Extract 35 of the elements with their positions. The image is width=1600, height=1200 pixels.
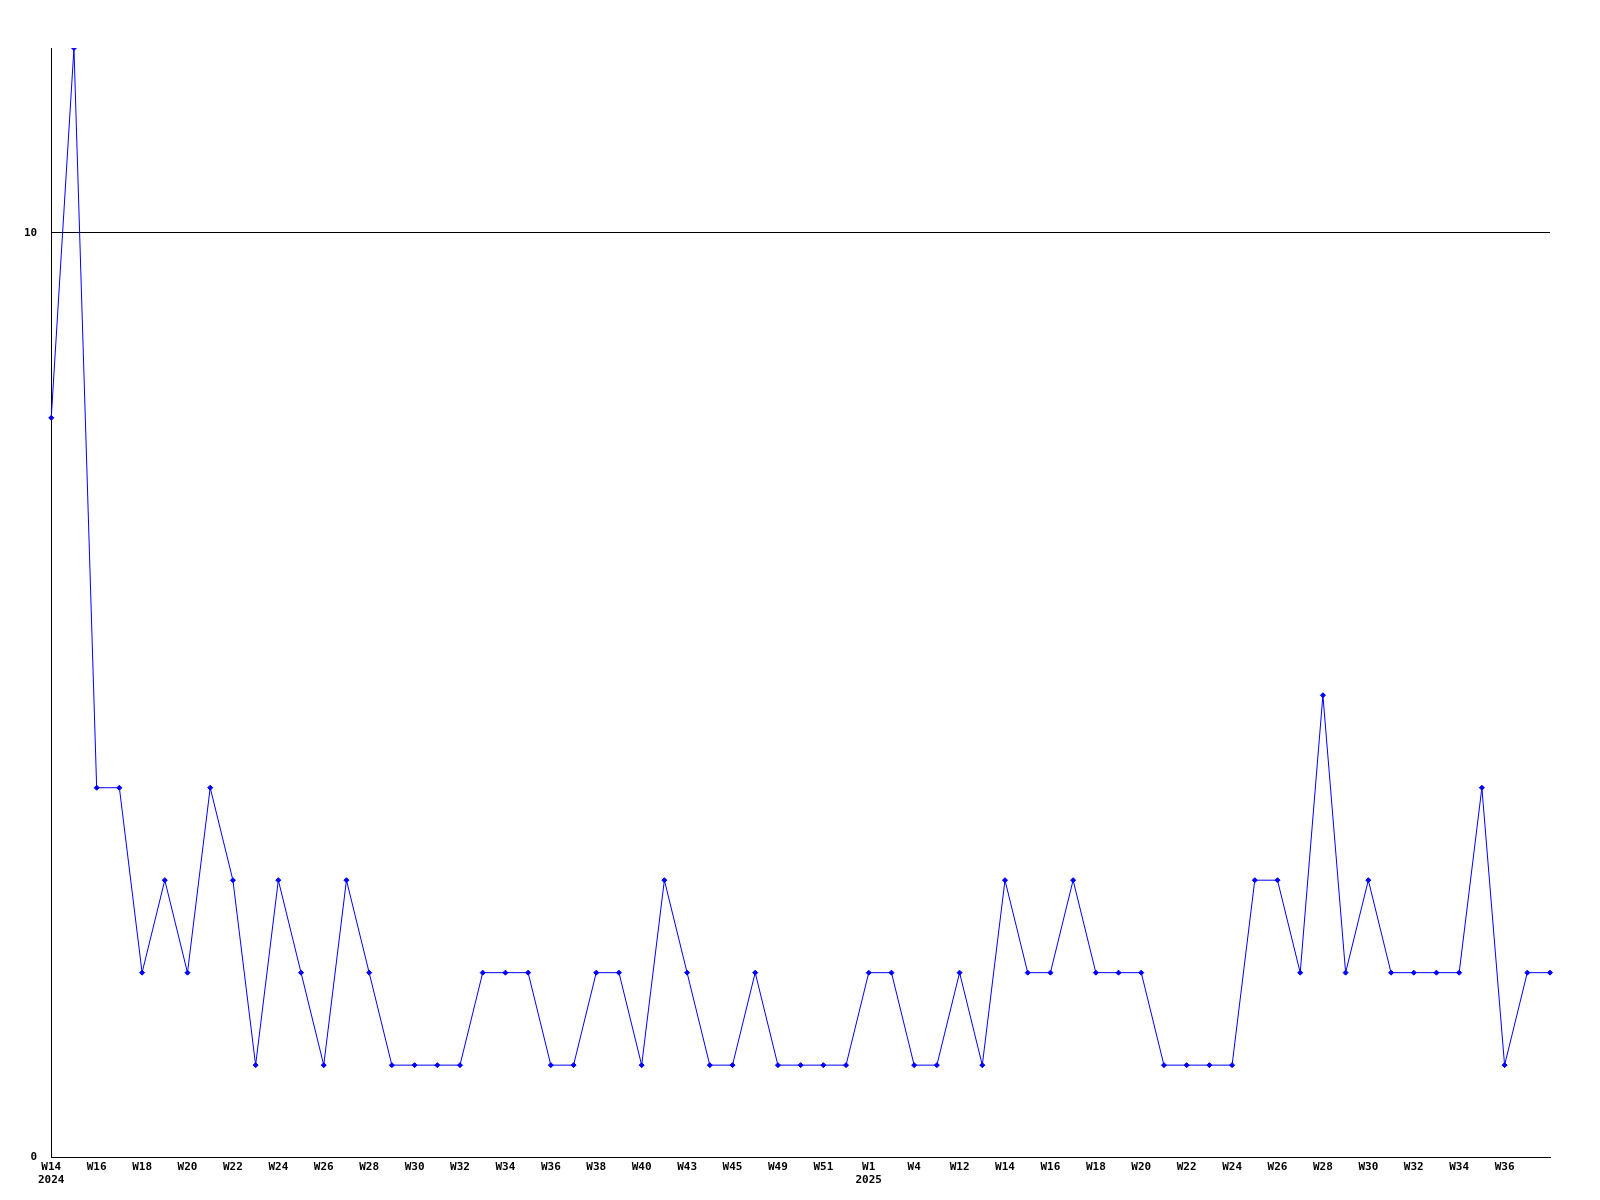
x-tick-label: W14 (995, 1160, 1016, 1174)
x-tick-label: W26 (1267, 1160, 1288, 1174)
x-tick-label: W16 (86, 1160, 107, 1174)
x-tick-label: W20 (1131, 1160, 1152, 1174)
x-tick-label: W43 (677, 1160, 698, 1174)
x-tick-label: W24 (1222, 1160, 1243, 1174)
x-tick-label: W36 (1494, 1160, 1515, 1174)
x-tick-label: W1 2025 (855, 1160, 882, 1187)
x-tick-label: W45 (722, 1160, 743, 1174)
y-tick-label: 10 (24, 225, 38, 239)
x-tick-label: W38 (586, 1160, 607, 1174)
x-tick-label: W14 2024 (38, 1160, 65, 1187)
x-tick-label: W30 (404, 1160, 425, 1174)
x-tick-label: W12 (949, 1160, 970, 1174)
x-tick-label: W28 (359, 1160, 380, 1174)
x-tick-label: W18 (132, 1160, 153, 1174)
x-tick-label: W24 (268, 1160, 289, 1174)
x-tick-label: W18 (1085, 1160, 1106, 1174)
x-tick-label: W51 (813, 1160, 834, 1174)
x-tick-label: W16 (1040, 1160, 1061, 1174)
x-tick-label: W28 (1312, 1160, 1333, 1174)
x-tick-label: W34 (1449, 1160, 1470, 1174)
y-tick-label: 0 (30, 1150, 38, 1164)
x-tick-label: W4 (907, 1160, 922, 1174)
x-tick-label: W40 (631, 1160, 652, 1174)
x-tick-label: W26 (313, 1160, 335, 1174)
x-tick-label: W34 (495, 1160, 516, 1174)
x-tick-label: W22 (222, 1160, 243, 1174)
x-tick-label: W49 (767, 1160, 788, 1174)
x-tick-label: W20 (177, 1160, 198, 1174)
x-tick-label: W30 (1358, 1160, 1379, 1174)
x-tick-label: W32 (450, 1160, 470, 1174)
x-tick-label: W22 (1176, 1160, 1197, 1174)
x-tick-label: W32 (1403, 1160, 1424, 1174)
x-tick-label: W36 (540, 1160, 562, 1174)
